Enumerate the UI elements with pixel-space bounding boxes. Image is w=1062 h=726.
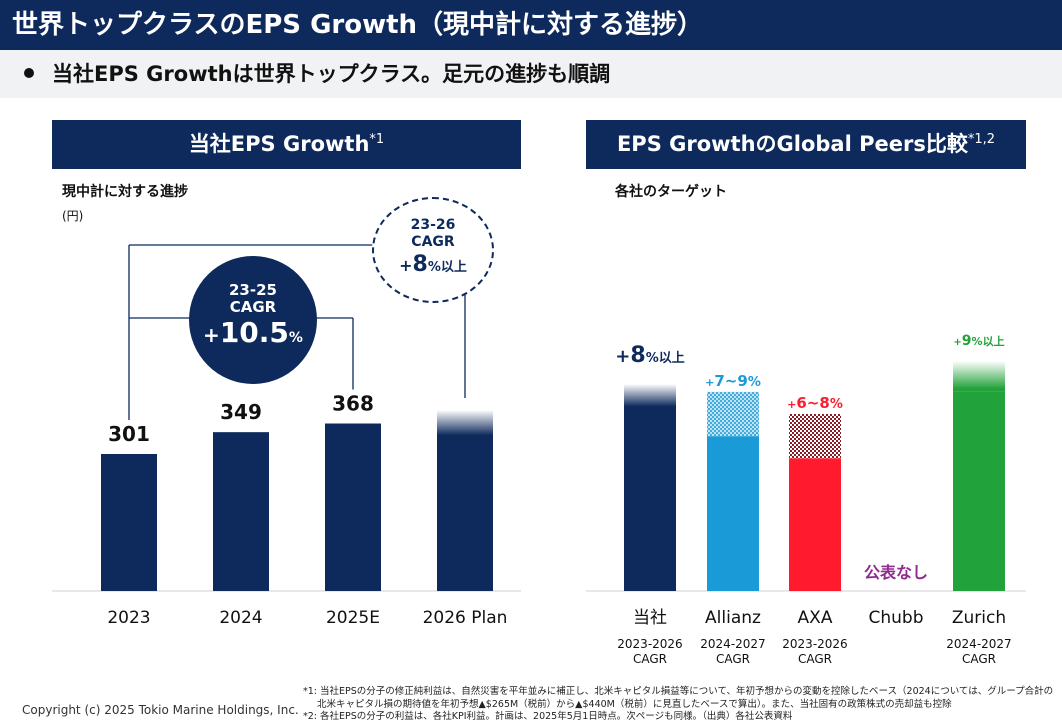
range-Allianz — [707, 391, 759, 437]
bar-AXA — [789, 458, 841, 591]
value-label-2025E: 368 — [332, 392, 374, 416]
cagr-23-25-suffix: % — [288, 330, 303, 346]
chubb-no-disclosure: 公表なし — [864, 563, 928, 582]
fade-Zurich — [953, 360, 1005, 392]
bar-Zurich — [953, 391, 1005, 591]
right-panel-heading-text: EPS GrowthのGlobal Peers比較 — [616, 132, 968, 156]
cagr-23-25-prefix: + — [203, 323, 220, 347]
x-label-2026 Plan: 2026 Plan — [423, 608, 508, 628]
period-Zurich: 2024-2027 — [946, 637, 1011, 651]
cagr-23-25-value: 10.5 — [219, 316, 289, 349]
x-label-2025E: 2025E — [326, 608, 380, 628]
left-panel-heading: 当社EPS Growth*1 — [52, 120, 521, 169]
footnote-1-line-2: 北米キャピタル損の期待値を年初予想▲$265M（税前）から▲$440M（税前）に… — [317, 698, 952, 710]
footnote-1-line-1: *1: 当社EPSの分子の修正純利益は、自然災害を平年並みに補正し、北米キャピタ… — [303, 686, 1054, 697]
x-label-2023: 2023 — [107, 608, 150, 628]
right-panel-heading-note: *1,2 — [967, 132, 996, 147]
period-unit-Allianz: CAGR — [716, 652, 750, 666]
left-chart-label: 現中計に対する進捗 — [62, 184, 188, 200]
subtitle-text: 当社EPS Growthは世界トップクラス。足元の進捗も順調 — [52, 62, 611, 86]
cagr-23-26-period: 23-26 — [410, 217, 456, 233]
company-label-AXA: AXA — [798, 608, 833, 628]
left-panel-heading-note: *1 — [369, 132, 385, 147]
period-unit-Zurich: CAGR — [962, 652, 996, 666]
fade-当社 — [624, 384, 676, 414]
bar-当社 — [624, 414, 676, 591]
copyright: Copyright (c) 2025 Tokio Marine Holdings… — [22, 703, 299, 717]
bar-2026-plan — [437, 410, 493, 591]
unit-label: (円) — [62, 209, 84, 223]
company-label-Zurich: Zurich — [952, 608, 1006, 628]
cagr-23-25-bubble: 23-25 CAGR +10.5% — [189, 256, 317, 384]
value-label-2023: 301 — [108, 422, 150, 446]
bar-Allianz — [707, 436, 759, 591]
range-label-Allianz: +7~9% — [705, 372, 761, 390]
bar-2024 — [213, 432, 269, 591]
period-AXA: 2023-2026 — [782, 637, 847, 651]
cagr-23-26-label: CAGR — [411, 234, 455, 250]
cagr-23-25-period: 23-25 — [229, 281, 277, 299]
footnote-2: *2: 各社EPSの分子の利益は、各社KPI利益。計画は、2025年5月1日時点… — [303, 711, 793, 722]
value-label-2024: 349 — [220, 400, 262, 424]
cagr-23-26-bubble: 23-26 CAGR +8%以上 — [372, 197, 494, 303]
bar-2025E — [325, 423, 381, 591]
period-unit-AXA: CAGR — [798, 652, 832, 666]
bar-2023 — [101, 454, 157, 591]
page-title: 世界トップクラスのEPS Growth（現中計に対する進捗） — [0, 0, 1062, 50]
range-AXA — [789, 414, 841, 459]
right-bar-chart: +8%以上当社2023-2026CAGR+7~9%Allianz2024-202… — [586, 333, 1026, 666]
period-Allianz: 2024-2027 — [700, 637, 765, 651]
cagr-23-26-value: 8 — [412, 252, 428, 277]
x-label-2024: 2024 — [219, 608, 262, 628]
footnotes: *1: 当社EPSの分子の修正純利益は、自然災害を平年並みに補正し、北米キャピタ… — [303, 686, 1053, 724]
company-label-Allianz: Allianz — [705, 608, 761, 628]
company-label-当社: 当社 — [633, 608, 667, 628]
page-subtitle: 当社EPS Growthは世界トップクラス。足元の進捗も順調 — [0, 50, 1062, 98]
period-unit-当社: CAGR — [633, 652, 667, 666]
period-当社: 2023-2026 — [617, 637, 682, 651]
right-chart-label: 各社のターゲット — [615, 184, 727, 200]
cagr-23-26-prefix: + — [399, 256, 413, 275]
cagr-23-25-label: CAGR — [229, 298, 277, 316]
left-bar-chart: 301 2023 349 2024 368 2025E 2026 Plan — [52, 244, 521, 628]
range-label-当社: +8%以上 — [615, 343, 684, 368]
right-panel-heading: EPS GrowthのGlobal Peers比較*1,2 — [586, 120, 1026, 169]
company-label-Chubb: Chubb — [868, 608, 923, 628]
bullet-icon — [24, 68, 34, 78]
range-label-Zurich: +9%以上 — [953, 333, 1004, 349]
range-label-AXA: +6~8% — [787, 394, 843, 412]
left-panel-heading-text: 当社EPS Growth — [188, 132, 370, 156]
cagr-23-26-suffix: %以上 — [427, 260, 467, 275]
